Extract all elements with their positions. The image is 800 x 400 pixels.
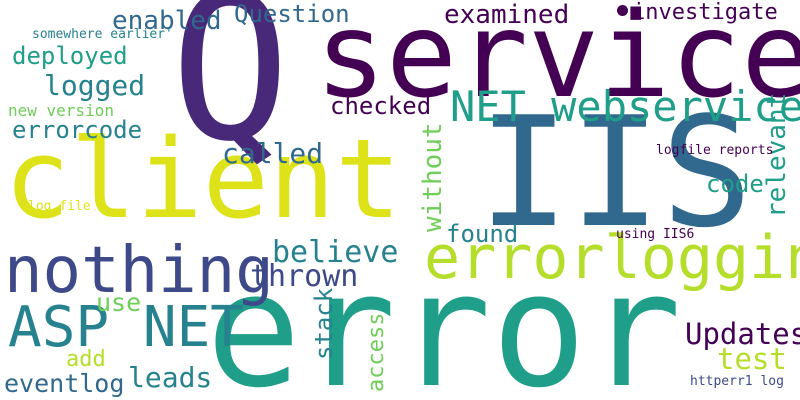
dot-mark bbox=[617, 5, 628, 16]
word-believe: believe bbox=[272, 235, 399, 270]
word-new-version: new version bbox=[8, 101, 114, 120]
word-updates: Updates bbox=[685, 317, 800, 351]
word-iis: IIS bbox=[478, 84, 753, 261]
word-logfile-reports: logfile reports bbox=[656, 143, 774, 158]
word-asp-net: ASP NET bbox=[8, 295, 245, 360]
word-q: Q bbox=[170, 0, 291, 186]
word-enabled: enabled bbox=[112, 6, 222, 36]
word-without: without bbox=[418, 122, 448, 232]
word-log-file: log file bbox=[28, 199, 91, 214]
word-service: service bbox=[315, 0, 800, 124]
word-use: use bbox=[96, 288, 142, 317]
word-code: code bbox=[706, 170, 764, 198]
word-error: error bbox=[206, 239, 682, 400]
word-using-iis6: using IIS6 bbox=[616, 227, 695, 242]
word-stack: stack bbox=[310, 287, 338, 360]
word-net-webservice: NET webservice bbox=[450, 82, 800, 131]
word-add: add bbox=[66, 347, 106, 372]
word-somewhere-earlier: somewhere earlier' bbox=[32, 27, 173, 42]
word-errorcode: errorcode bbox=[12, 116, 143, 144]
word-access: access bbox=[364, 312, 389, 392]
word-thrown: thrown bbox=[250, 259, 359, 294]
word-logged: logged bbox=[44, 69, 146, 102]
word-checked: checked bbox=[330, 92, 432, 120]
word-nothing: nothing bbox=[4, 234, 274, 308]
word-question: Question bbox=[234, 0, 350, 28]
word-test: test bbox=[717, 342, 787, 376]
word-examined: examined bbox=[444, 0, 570, 30]
word-errorlogging: errorlogging bbox=[424, 223, 800, 293]
word-client: client bbox=[4, 115, 402, 243]
word-httperr1-log: httperr1 log bbox=[690, 374, 784, 389]
word-investigate: investigate bbox=[632, 0, 778, 25]
word-leads: leads bbox=[128, 361, 213, 394]
word-called: called bbox=[222, 137, 324, 170]
word-found: found bbox=[446, 220, 519, 248]
word-deployed: deployed bbox=[12, 42, 128, 70]
word-eventlog: eventlog bbox=[4, 369, 125, 398]
